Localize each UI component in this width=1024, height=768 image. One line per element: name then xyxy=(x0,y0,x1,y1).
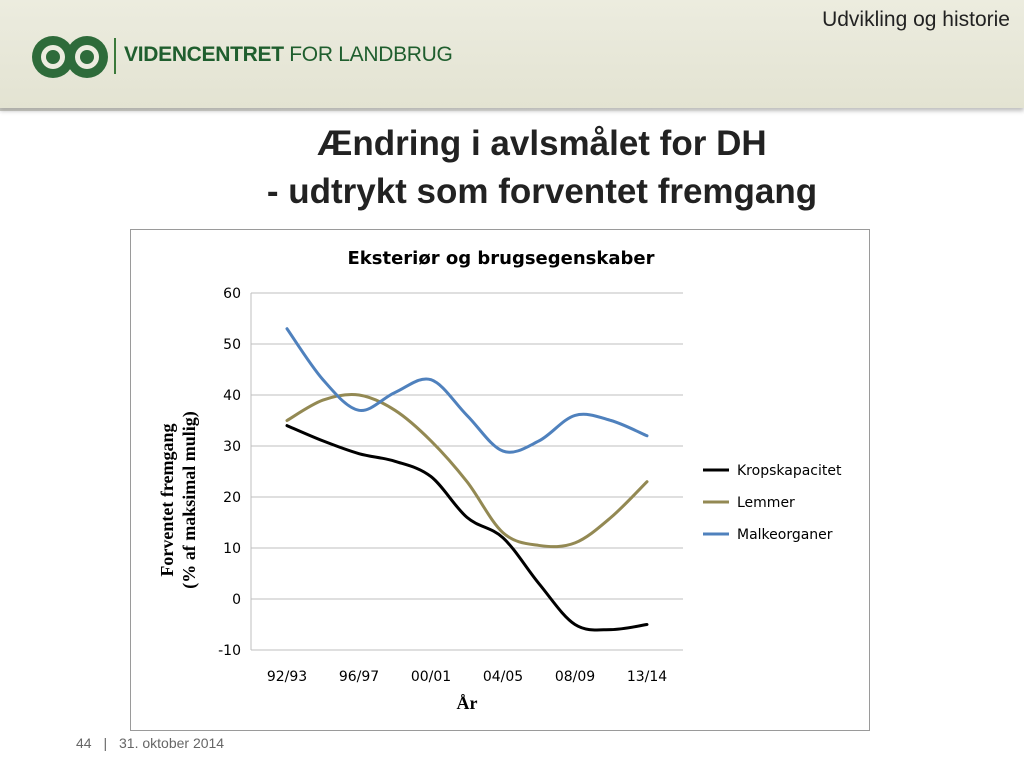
x-tick-label-5: 13/14 xyxy=(627,669,667,685)
slide-title-line1: Ændring i avlsmålet for DH xyxy=(317,124,767,163)
logo-divider xyxy=(114,38,116,74)
y-tick-label-2: 40 xyxy=(223,388,241,404)
series-line-kropskapacitet xyxy=(285,424,649,632)
legend: Kropskapacitet Lemmer Malkeorganer xyxy=(703,463,842,543)
series-line-lemmer xyxy=(285,392,649,549)
chart-frame: Eksteriør og brugsegenskaber 60 50 40 30 20 1… xyxy=(130,229,870,731)
logo-icon xyxy=(32,36,108,78)
y-tick-label-6: 0 xyxy=(232,592,241,608)
y-tick-label-3: 30 xyxy=(223,439,241,455)
x-tick-label-0: 92/93 xyxy=(267,669,307,685)
line-chart: Eksteriør og brugsegenskaber 60 50 40 30 20 1… xyxy=(157,248,842,713)
section-label: Udvikling og historie xyxy=(822,8,1010,31)
series-line-malkeorganer xyxy=(285,327,649,454)
x-tick-label-1: 96/97 xyxy=(339,669,379,685)
x-tick-label-4: 08/09 xyxy=(555,669,595,685)
footer-separator: | xyxy=(103,735,108,751)
y-tick-labels: 60 50 40 30 20 10 0 -10 xyxy=(218,286,241,659)
x-tick-labels: 92/93 96/97 00/01 04/05 08/09 13/14 xyxy=(267,669,667,685)
x-axis-label: År xyxy=(457,693,478,713)
x-tick-label-2: 00/01 xyxy=(411,669,451,685)
logo-wordmark-light: FOR LANDBRUG xyxy=(283,43,453,66)
series-lines xyxy=(285,327,649,632)
y-tick-label-7: -10 xyxy=(218,643,241,659)
y-tick-label-1: 50 xyxy=(223,337,241,353)
y-tick-label-4: 20 xyxy=(223,490,241,506)
legend-label-1: Lemmer xyxy=(737,495,795,511)
y-axis-label-line2: (% af maksimal mulig) xyxy=(179,411,200,589)
x-tick-label-3: 04/05 xyxy=(483,669,523,685)
footer-date: 31. oktober 2014 xyxy=(119,735,225,751)
legend-label-0: Kropskapacitet xyxy=(737,463,842,479)
y-axis-label-line1: Forventet fremgang xyxy=(157,423,177,576)
slide-title-line2: - udtrykt som forventet fremgang xyxy=(266,172,818,211)
logo-wordmark-bold: VIDENCENTRET xyxy=(124,43,284,66)
chart-title: Eksteriør og brugsegenskaber xyxy=(348,248,655,269)
legend-label-2: Malkeorganer xyxy=(737,527,833,543)
logo-wordmark: VIDENCENTRET FOR LANDBRUG xyxy=(124,43,453,67)
header-band: Udvikling og historie VIDENCENTRET FOR L… xyxy=(0,0,1024,111)
grid-lines xyxy=(250,292,683,651)
footer: 44 | 31. oktober 2014 xyxy=(76,735,232,751)
y-tick-label-0: 60 xyxy=(223,286,241,302)
page-number: 44 xyxy=(76,735,92,751)
y-tick-label-5: 10 xyxy=(223,541,241,557)
slide-title: Ændring i avlsmålet for DH - udtrykt som… xyxy=(0,120,1024,216)
